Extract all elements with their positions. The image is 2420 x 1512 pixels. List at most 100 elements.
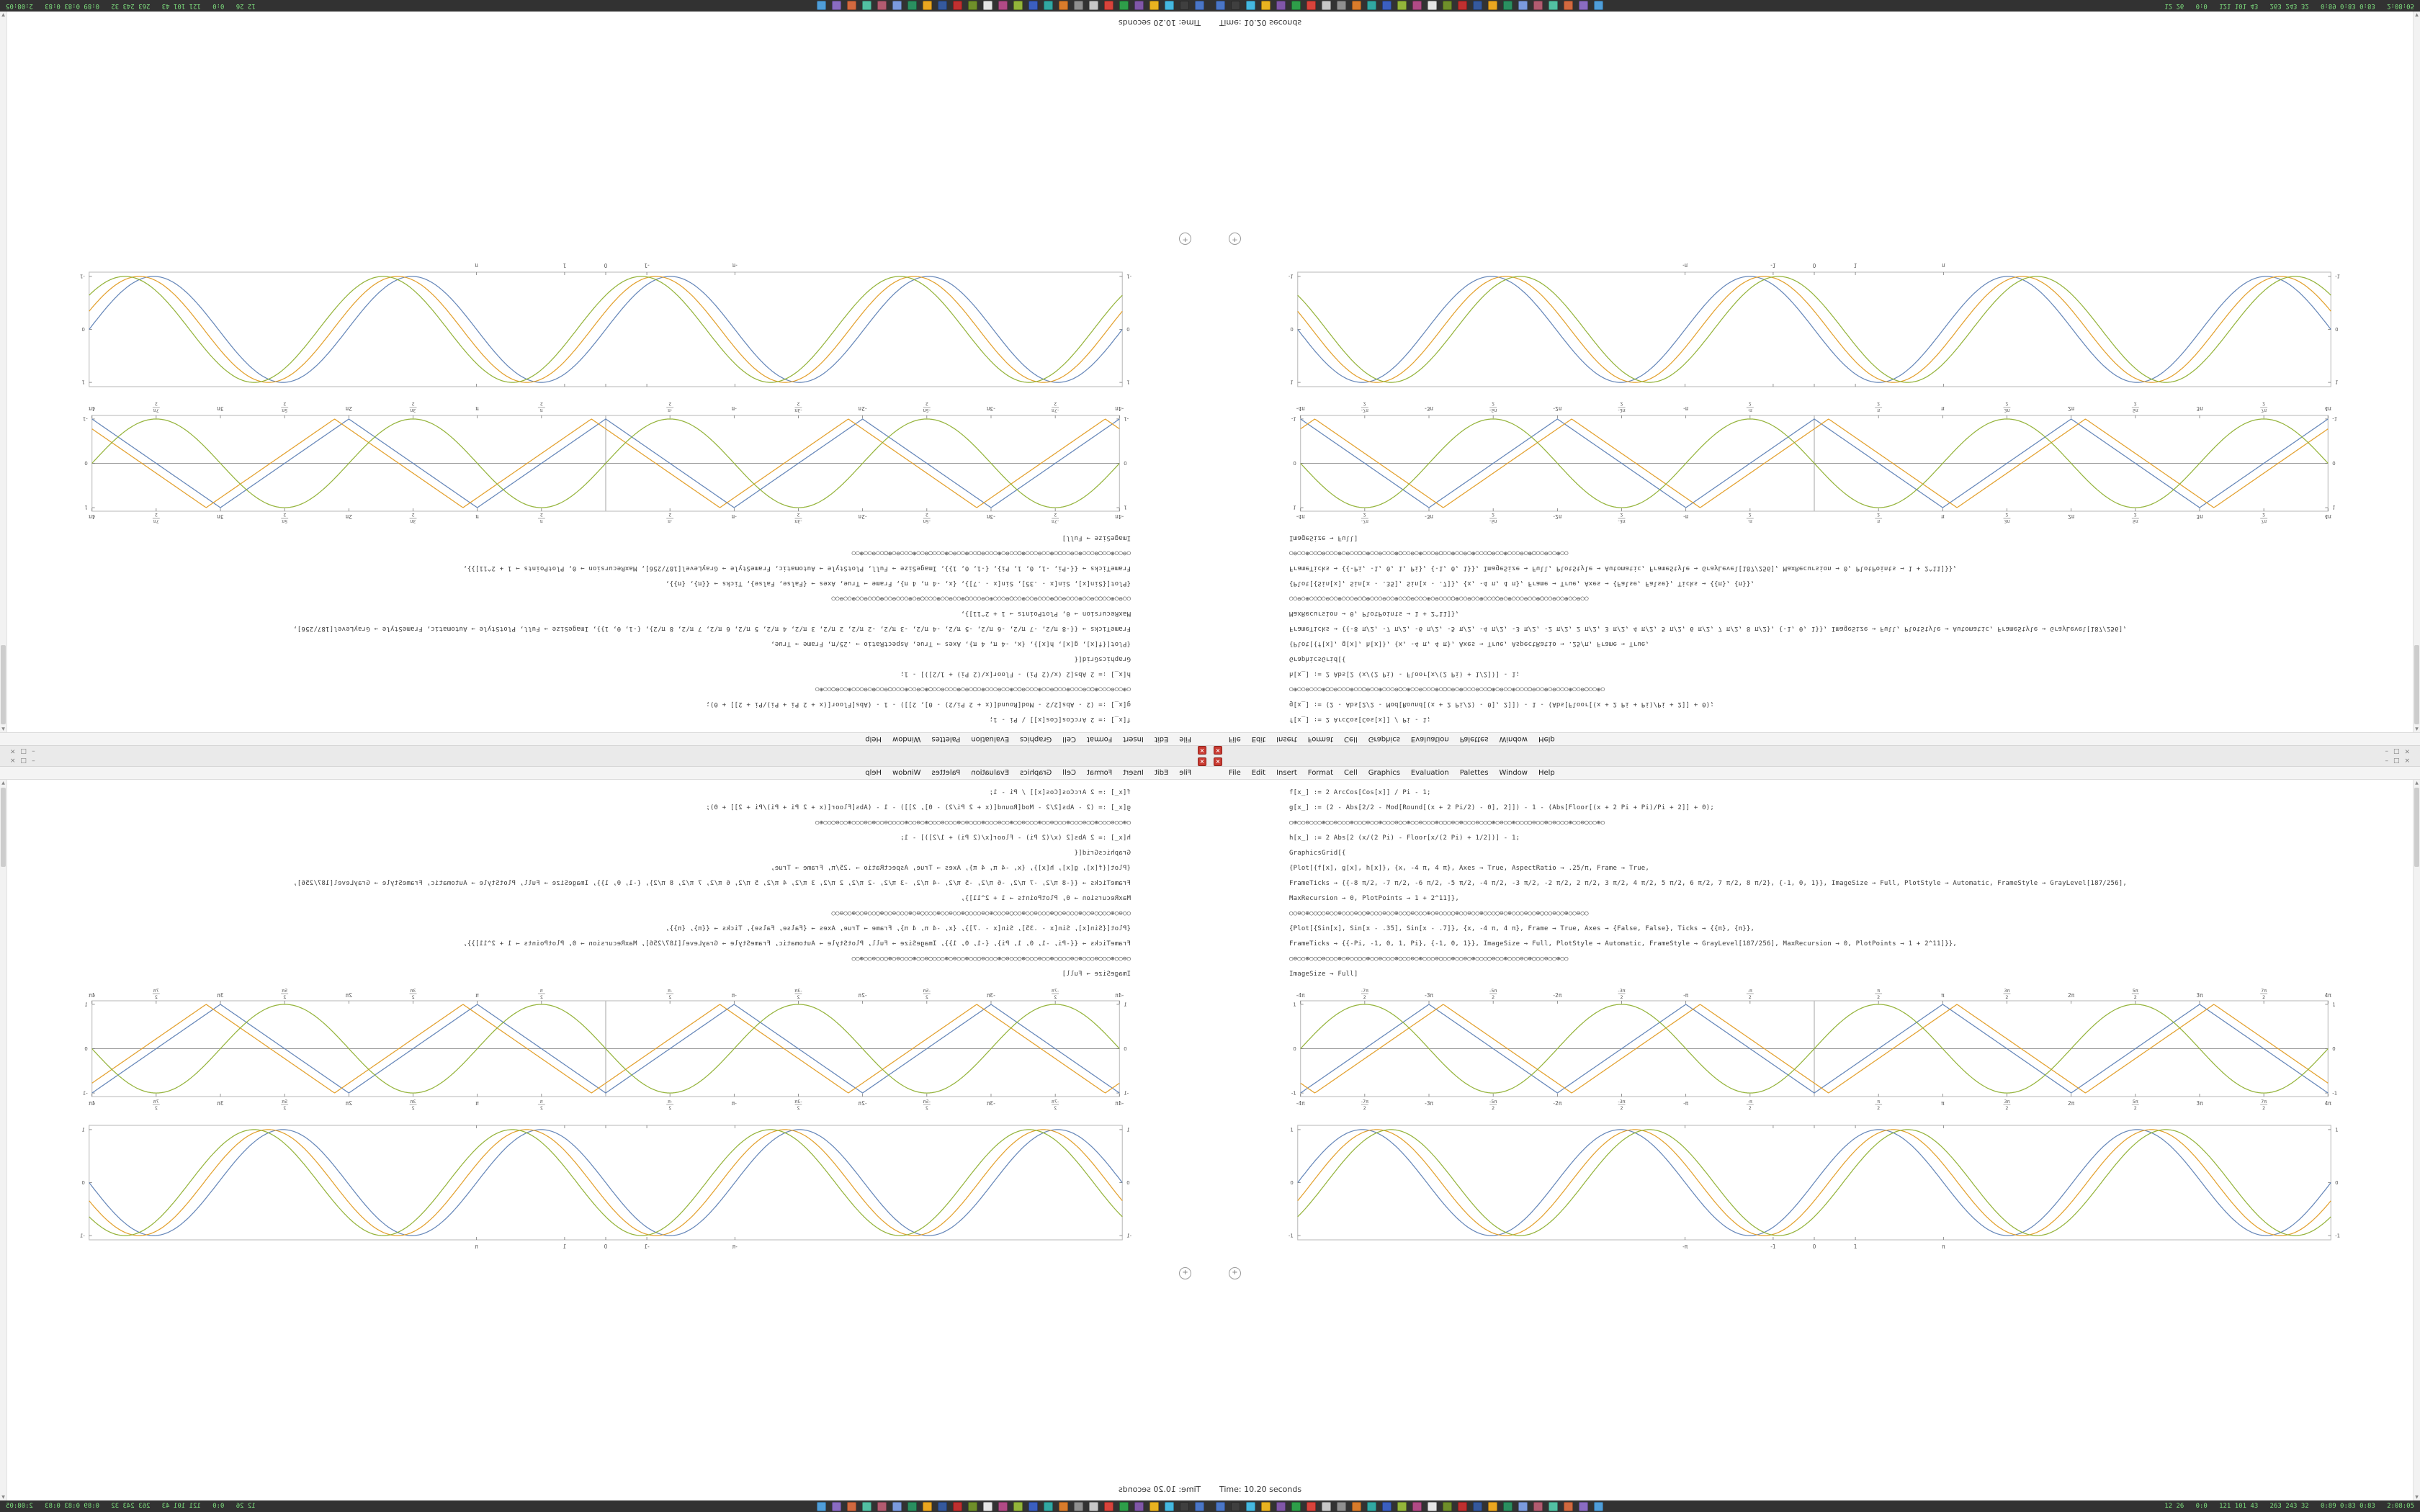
music-icon[interactable] <box>1276 1 1286 11</box>
recorder-icon[interactable] <box>1307 1 1316 11</box>
app-icon[interactable] <box>817 1 826 11</box>
image-viewer-icon[interactable] <box>1352 1 1361 11</box>
app-icon[interactable] <box>1594 1 1603 11</box>
menu-help[interactable]: Help <box>1538 769 1555 777</box>
close-icon[interactable]: × <box>1214 757 1222 766</box>
browser-icon[interactable] <box>1165 1501 1174 1511</box>
code-line[interactable]: g[x_] := (2 - Abs[2/2 - Mod[Round[(x + 2… <box>706 804 1131 811</box>
image-viewer-icon[interactable] <box>1059 1 1068 11</box>
close-window-icon[interactable]: × <box>10 747 16 755</box>
code-line[interactable]: {Plot[{Sin[x], Sin[x - .35], Sin[x - .7]… <box>665 925 1131 932</box>
code-line[interactable]: f[x_] := 2 ArcCos[Cos[x]] / Pi - 1; <box>989 789 1131 796</box>
menu-insert[interactable]: Insert <box>1123 735 1144 743</box>
menu-cell[interactable]: Cell <box>1062 735 1076 743</box>
app-icon[interactable] <box>938 1 947 11</box>
menu-help[interactable]: Help <box>865 735 882 743</box>
app-icon[interactable] <box>1518 1501 1528 1511</box>
app-icon[interactable] <box>1428 1 1437 11</box>
scroll-down-icon[interactable]: ▼ <box>2415 1495 2419 1500</box>
code-line[interactable]: h[x_] := 2 Abs[2 (x/(2 Pi) - Floor[x/(2 … <box>900 670 1131 678</box>
editor-icon[interactable] <box>1291 1 1301 11</box>
code-line[interactable]: FrameTicks → {{-8 π/2, -7 π/2, -6 π/2, -… <box>292 880 1131 887</box>
app-icon[interactable] <box>1428 1501 1437 1511</box>
menu-insert[interactable]: Insert <box>1276 769 1297 777</box>
code-line[interactable]: h[x_] := 2 Abs[2 (x/(2 Pi) - Floor[x/(2 … <box>900 834 1131 842</box>
app-icon[interactable] <box>1533 1501 1543 1511</box>
chat-icon[interactable] <box>1367 1501 1376 1511</box>
code-line[interactable]: f[x_] := 2 ArcCos[Cos[x]] / Pi - 1; <box>989 716 1131 723</box>
browser-icon[interactable] <box>1165 1 1174 11</box>
code-line[interactable]: {Plot[{Sin[x], Sin[x - .35], Sin[x - .7]… <box>665 580 1131 587</box>
scrollbar-thumb[interactable] <box>1 788 6 867</box>
menu-graphics[interactable]: Graphics <box>1368 769 1400 777</box>
mail-icon[interactable] <box>1150 1501 1159 1511</box>
code-line[interactable]: MaxRecursion → 0, PlotPoints → 1 + 2^11]… <box>1289 610 1459 617</box>
code-line[interactable]: MaxRecursion → 0, PlotPoints → 1 + 2^11]… <box>1289 895 1459 902</box>
scrollbar-thumb[interactable] <box>2414 788 2419 867</box>
app-icon[interactable] <box>983 1 992 11</box>
code-line[interactable]: FrameTicks → {{-Pi, -1, 0, 1, Pi}, {-1, … <box>1289 940 1958 948</box>
code-line[interactable]: ○⊖○○⊕○○◯⊖○○○⊕○⊖○○◯○⊕○○⊖○○○⊕◯○○⊖○⊕○○○⊖◯○○… <box>851 955 1131 963</box>
app-icon[interactable] <box>847 1501 856 1511</box>
app-icon[interactable] <box>1412 1 1422 11</box>
app-icon[interactable] <box>1503 1 1512 11</box>
recorder-icon[interactable] <box>1104 1 1113 11</box>
editor-icon[interactable] <box>1119 1501 1129 1511</box>
browser-icon[interactable] <box>1246 1501 1255 1511</box>
scroll-down-icon[interactable]: ▼ <box>1 12 5 17</box>
app-icon[interactable] <box>1412 1501 1422 1511</box>
menu-window[interactable]: Window <box>1499 769 1528 777</box>
code-line[interactable]: FrameTicks → {{-8 π/2, -7 π/2, -6 π/2, -… <box>1289 880 2128 887</box>
close-window-icon[interactable]: × <box>2404 757 2410 765</box>
image-viewer-icon[interactable] <box>1059 1501 1068 1511</box>
code-line[interactable]: FrameTicks → {{-Pi, -1, 0, 1, Pi}, {-1, … <box>462 940 1131 948</box>
close-icon[interactable]: × <box>1198 746 1206 755</box>
code-line[interactable]: MaxRecursion → 0, PlotPoints → 1 + 2^11]… <box>961 610 1131 617</box>
code-line[interactable]: {Plot[{Sin[x], Sin[x - .35], Sin[x - .7]… <box>1289 925 1755 932</box>
chat-icon[interactable] <box>1044 1501 1053 1511</box>
menu-file[interactable]: File <box>1229 735 1241 743</box>
mail-icon[interactable] <box>1261 1 1270 11</box>
app-icon[interactable] <box>1564 1501 1573 1511</box>
code-line[interactable]: FrameTicks → {{-Pi, -1, 0, 1, Pi}, {-1, … <box>1289 564 1958 572</box>
minimize-icon[interactable]: – <box>2385 747 2388 755</box>
app-icon[interactable] <box>968 1501 977 1511</box>
terminal-icon[interactable] <box>1231 1501 1240 1511</box>
menu-cell[interactable]: Cell <box>1062 769 1076 777</box>
code-line[interactable]: ○○⊖○⊕○○◯○⊖○○⊕○○○⊖○◯⊕○○○⊖○○⊕○○◯⊖○○○⊕○⊖○○○… <box>831 910 1131 917</box>
menu-palettes[interactable]: Palettes <box>1459 735 1489 743</box>
app-icon[interactable] <box>1013 1501 1023 1511</box>
menu-palettes[interactable]: Palettes <box>1459 769 1489 777</box>
code-line[interactable]: g[x_] := (2 - Abs[2/2 - Mod[Round[(x + 2… <box>1289 804 1714 811</box>
code-line[interactable]: h[x_] := 2 Abs[2 (x/(2 Pi) - Floor[x/(2 … <box>1289 834 1520 842</box>
menu-format[interactable]: Format <box>1307 735 1334 743</box>
minimize-icon[interactable]: – <box>32 757 35 765</box>
code-line[interactable]: GraphicsGrid[{ <box>1074 850 1131 857</box>
code-line[interactable]: ○⊖○○⊕○○◯⊖○○○⊕○⊖○○◯○⊕○○⊖○○○⊕◯○○⊖○⊕○○○⊖◯○○… <box>851 549 1131 557</box>
cell-insert-button[interactable]: + <box>1179 1267 1191 1279</box>
code-line[interactable]: {Plot[{Sin[x], Sin[x - .35], Sin[x - .7]… <box>1289 580 1755 587</box>
app-icon[interactable] <box>1458 1501 1467 1511</box>
menu-format[interactable]: Format <box>1307 769 1334 777</box>
scrollbar-thumb[interactable] <box>1 645 6 724</box>
menu-insert[interactable]: Insert <box>1123 769 1144 777</box>
code-line[interactable]: ○⊕○○⊖○○○⊕◯○⊖○○○⊕○○◯⊖○○⊕○○○⊖◯○⊕○○⊖○○○⊕○◯○… <box>815 819 1131 827</box>
app-icon[interactable] <box>877 1501 887 1511</box>
app-icon[interactable] <box>1579 1 1588 11</box>
menu-help[interactable]: Help <box>865 769 882 777</box>
app-icon[interactable] <box>877 1 887 11</box>
menu-graphics[interactable]: Graphics <box>1020 769 1052 777</box>
maximize-icon[interactable]: □ <box>2393 747 2400 755</box>
app-icon[interactable] <box>892 1 902 11</box>
terminal-icon[interactable] <box>1180 1 1189 11</box>
chat-icon[interactable] <box>1044 1 1053 11</box>
app-icon[interactable] <box>923 1 932 11</box>
app-icon[interactable] <box>1397 1501 1407 1511</box>
files-icon[interactable] <box>1216 1501 1225 1511</box>
app-icon[interactable] <box>892 1501 902 1511</box>
scrollbar[interactable]: ▲ ▼ <box>0 780 7 1500</box>
recorder-icon[interactable] <box>1307 1501 1316 1511</box>
app-icon[interactable] <box>1549 1 1558 11</box>
editor-icon[interactable] <box>1291 1501 1301 1511</box>
scrollbar[interactable]: ▲ ▼ <box>0 12 7 732</box>
